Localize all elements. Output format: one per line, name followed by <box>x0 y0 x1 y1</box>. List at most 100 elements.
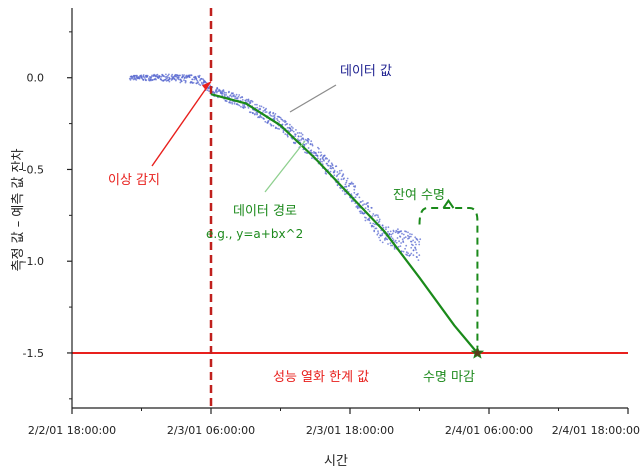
scatter-point <box>267 121 269 124</box>
scatter-point <box>161 73 164 76</box>
fit-curve <box>210 93 479 354</box>
scatter-point <box>316 155 319 158</box>
scatter-point <box>418 254 421 257</box>
end-of-life-marker <box>470 345 485 359</box>
scatter-point <box>259 108 262 111</box>
scatter-point <box>378 236 380 239</box>
scatter-point <box>385 228 387 231</box>
scatter-point <box>396 237 399 239</box>
scatter-point <box>275 127 278 129</box>
scatter-point <box>200 77 203 80</box>
scatter-point <box>155 78 157 81</box>
scatter-point <box>384 237 386 240</box>
scatter-point <box>298 139 301 142</box>
scatter-point <box>372 225 375 228</box>
scatter-point <box>305 143 307 145</box>
scatter-point <box>360 200 362 203</box>
scatter-point <box>320 154 323 156</box>
scatter-point <box>352 182 355 185</box>
scatter-point <box>291 129 294 132</box>
scatter-point <box>233 102 236 105</box>
scatter-point <box>393 248 396 250</box>
scatter-point <box>244 100 247 102</box>
scatter-point <box>317 157 319 160</box>
scatter-point <box>331 163 334 166</box>
scatter-point <box>183 77 186 79</box>
scatter-point <box>307 147 310 149</box>
scatter-point <box>386 238 389 241</box>
scatter-point <box>273 116 276 118</box>
scatter-point <box>367 202 369 204</box>
scatter-point <box>184 81 187 84</box>
scatter-point <box>395 241 398 244</box>
scatter-point <box>257 116 260 118</box>
scatter-point <box>365 217 367 219</box>
y-axis-title: 측정 값 – 예측 값 잔차 <box>11 149 26 272</box>
scatter-point <box>262 106 265 109</box>
scatter-point <box>377 221 380 224</box>
scatter-point <box>410 252 413 255</box>
scatter-point <box>416 239 419 241</box>
scatter-point <box>263 118 265 120</box>
scatter-point <box>234 95 237 98</box>
scatter-point <box>193 78 196 81</box>
scatter-point <box>196 79 199 82</box>
scatter-point <box>229 94 232 96</box>
scatter-point <box>376 219 378 222</box>
scatter-point <box>320 151 322 154</box>
scatter-point <box>389 230 392 233</box>
scatter-point <box>340 187 342 190</box>
data-path-label: 데이터 경로 <box>233 204 297 219</box>
scatter-point <box>260 116 263 119</box>
scatter-point <box>216 87 219 89</box>
scatter-point <box>394 239 397 242</box>
scatter-point <box>192 81 195 84</box>
scatter-point <box>222 89 225 91</box>
scatter-point <box>188 76 191 79</box>
scatter-point <box>279 116 282 119</box>
scatter-point <box>232 92 234 94</box>
scatter-point <box>284 133 287 136</box>
scatter-point <box>412 239 414 242</box>
scatter-point <box>379 239 382 242</box>
scatter-point <box>385 226 387 229</box>
scatter-point <box>134 77 137 79</box>
text-layer: 0.0 -0.5 -1.0 -1.5 2/2/01 18:00:00 2/3/01 06:… <box>11 64 640 469</box>
scatter-point <box>397 228 399 231</box>
scatter-point <box>399 236 402 238</box>
scatter-point <box>372 213 375 215</box>
scatter-point <box>294 142 297 144</box>
scatter-point <box>317 146 319 149</box>
x-tick-label: 2/3/01 18:00:00 <box>306 424 394 437</box>
scatter-point <box>136 74 138 77</box>
scatter-point <box>179 78 182 81</box>
scatter-point <box>377 232 380 235</box>
scatter-point <box>256 103 258 106</box>
scatter-point <box>402 250 405 253</box>
scatter-point <box>128 77 131 80</box>
scatter-point <box>225 92 228 94</box>
scatter-point <box>258 105 261 107</box>
scatter-point <box>280 118 283 121</box>
scatter-point <box>300 135 302 138</box>
scatter-point <box>409 233 411 235</box>
scatter-point <box>269 111 272 113</box>
scatter-point <box>276 119 279 122</box>
scatter-point <box>278 128 281 130</box>
scatter-point <box>234 97 237 99</box>
scatter-point <box>270 124 273 127</box>
scatter-point <box>418 241 420 243</box>
scatter-point <box>244 106 247 109</box>
scatter-point <box>235 93 238 96</box>
scatter-point <box>304 138 307 141</box>
scatter-point <box>400 230 402 232</box>
scatter-point <box>405 251 408 254</box>
scatter-point <box>361 200 364 202</box>
scatter-point <box>323 159 325 162</box>
anomaly-arrow-line <box>151 80 212 167</box>
scatter-point <box>405 244 408 247</box>
scatter-point <box>335 165 338 168</box>
scatter-point <box>404 247 406 250</box>
scatter-point <box>390 235 393 238</box>
scatter-point <box>397 245 400 248</box>
